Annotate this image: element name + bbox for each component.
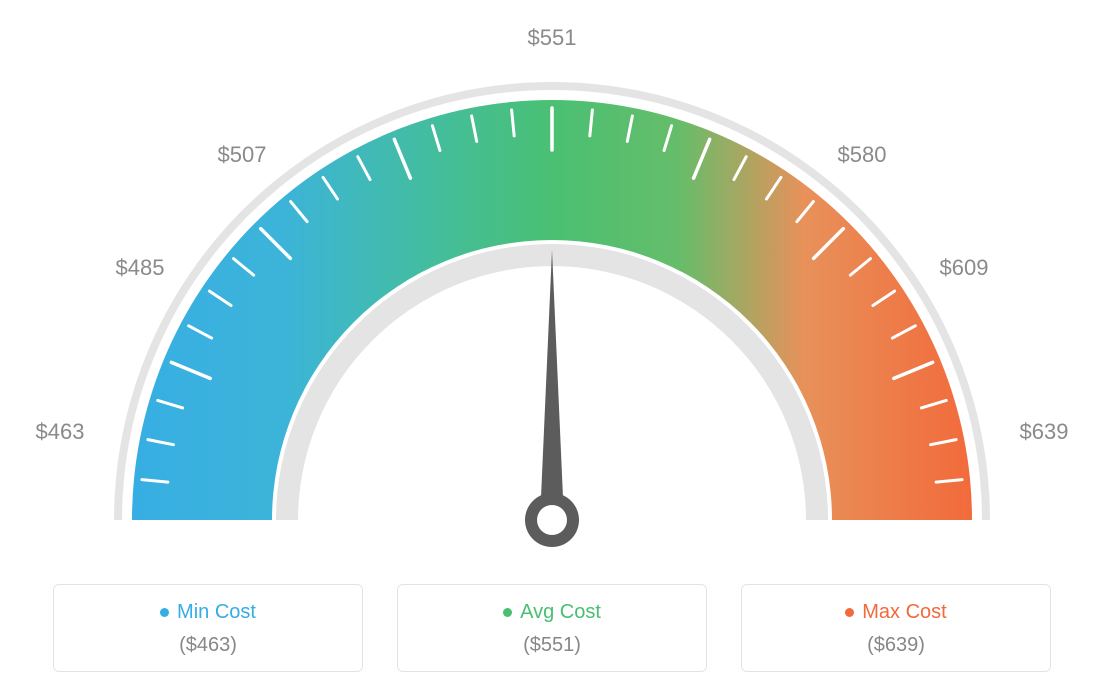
gauge-needle [540, 250, 564, 520]
gauge-container: $463 $485 $507 $551 $580 $609 $639 [0, 0, 1104, 560]
gauge-tick-label: $639 [1020, 419, 1069, 445]
legend-dot-icon [160, 608, 169, 617]
legend-title: Min Cost [160, 601, 256, 624]
gauge-tick-label: $507 [218, 142, 267, 168]
gauge-tick-label: $609 [940, 255, 989, 281]
gauge-tick-label: $580 [838, 142, 887, 168]
legend-label: Max Cost [862, 601, 946, 624]
legend-value: ($463) [64, 634, 352, 657]
gauge-svg [0, 0, 1104, 560]
legend-title: Avg Cost [503, 601, 601, 624]
legend-card: Min Cost ($463) [53, 584, 363, 672]
legend-card: Avg Cost ($551) [397, 584, 707, 672]
gauge-hub-inner [537, 505, 567, 535]
legend-value: ($551) [408, 634, 696, 657]
gauge-tick-label: $463 [36, 419, 85, 445]
gauge-tick-label: $485 [116, 255, 165, 281]
legend-card: Max Cost ($639) [741, 584, 1051, 672]
legend-title: Max Cost [845, 601, 946, 624]
legend-value: ($639) [752, 634, 1040, 657]
legend-label: Avg Cost [520, 601, 601, 624]
gauge-tick-label: $551 [528, 25, 577, 51]
legend-label: Min Cost [177, 601, 256, 624]
legend-dot-icon [845, 608, 854, 617]
legend-dot-icon [503, 608, 512, 617]
legend-row: Min Cost ($463) Avg Cost ($551) Max Cost ($63… [0, 584, 1104, 672]
